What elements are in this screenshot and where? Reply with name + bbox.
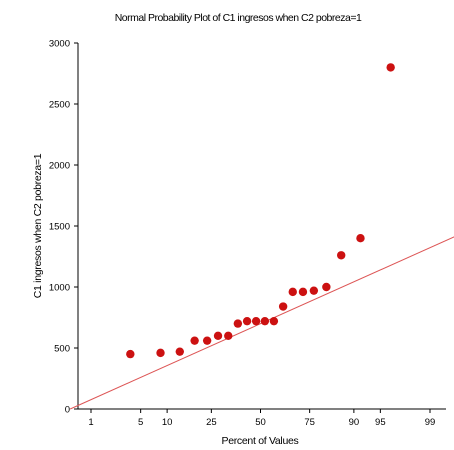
y-tick-label: 3000 — [49, 39, 70, 50]
data-point — [202, 336, 212, 345]
x-tick-label: 25 — [206, 417, 217, 428]
y-tick-label: 2500 — [49, 100, 70, 111]
data-point — [386, 63, 395, 72]
chart-title: Normal Probability Plot of C1 ingresos w… — [115, 12, 362, 24]
data-point — [224, 331, 233, 340]
x-tick-label: 95 — [375, 417, 386, 428]
data-point — [322, 282, 331, 292]
data-point — [175, 347, 184, 356]
data-point — [278, 302, 288, 311]
data-point — [309, 286, 319, 295]
x-tick-label: 75 — [304, 417, 315, 428]
data-point — [190, 336, 199, 345]
axes: 0 500 1000 1500 2000 2500 3000 1 5 10 25 50 75 90 95 99 — [49, 39, 446, 428]
x-tick-label: 10 — [162, 417, 173, 428]
x-tick-label: 90 — [349, 417, 360, 428]
data-point — [298, 287, 308, 297]
x-tick-label: 1 — [88, 417, 93, 428]
data-point — [260, 316, 270, 326]
x-tick-label: 99 — [425, 417, 436, 428]
data-point — [233, 319, 243, 328]
y-axis-label: C1 ingresos when C2 pobreza=1 — [32, 153, 44, 298]
y-tick-label: 500 — [54, 344, 70, 355]
data-point — [213, 331, 223, 340]
y-tick-label: 1000 — [49, 283, 70, 294]
x-tick-label: 50 — [255, 417, 266, 428]
data-point — [126, 349, 135, 359]
data-point — [288, 287, 297, 297]
y-tick-label: 2000 — [49, 161, 70, 172]
x-tick-label: 5 — [138, 417, 143, 428]
data-point — [337, 251, 346, 260]
x-axis-label: Percent of Values — [221, 435, 298, 447]
data-point — [269, 316, 279, 326]
y-tick-label: 1500 — [49, 222, 70, 233]
data-point — [356, 234, 365, 243]
data-point — [156, 348, 165, 358]
data-point — [251, 316, 261, 326]
y-tick-label: 0 — [65, 405, 70, 416]
points-layer — [126, 63, 395, 359]
data-point — [242, 316, 252, 326]
